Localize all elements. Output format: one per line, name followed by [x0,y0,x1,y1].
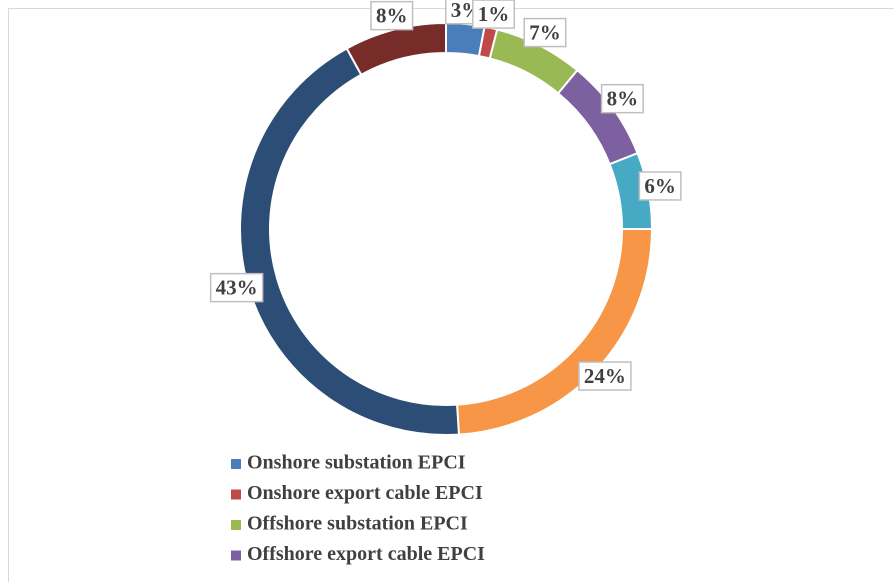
value-label: 6% [644,174,676,198]
value-label-box [472,0,516,29]
donut-slice [345,21,447,77]
legend-swatch [231,550,241,561]
value-label: 1% [478,2,510,26]
value-label-box [370,0,414,31]
value-label-box [638,171,682,201]
legend-label: Offshore export cable EPCI [247,543,485,565]
value-label-box [523,17,567,48]
value-label: 8% [376,4,408,28]
value-label: 43% [216,276,258,300]
value-label: 24% [584,364,626,388]
value-label: 8% [607,87,639,111]
value-label-box [209,272,264,303]
legend-swatch [231,520,241,530]
legend-label: Onshore substation EPCI [247,452,466,474]
legend-label: Onshore export cable EPCI [247,482,483,504]
legend-swatch [231,459,241,469]
donut-slice [455,228,654,436]
donut-slice [239,47,460,436]
legend-label: Offshore substation EPCI [247,513,468,535]
legend-swatch [231,489,241,500]
value-label-box [578,361,632,391]
value-label: 7% [529,21,561,45]
value-label-box [600,83,644,114]
